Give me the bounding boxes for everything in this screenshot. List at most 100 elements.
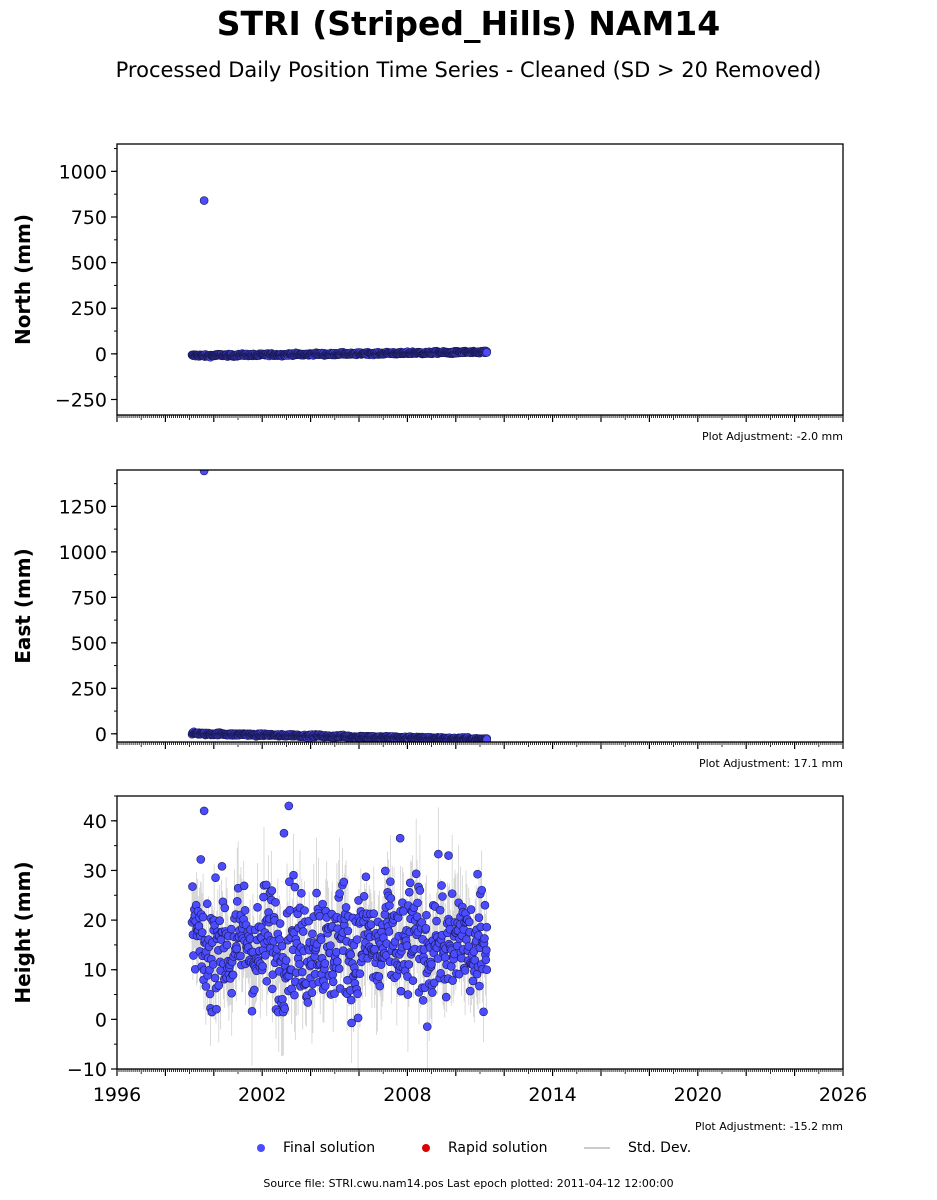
data-point — [386, 893, 396, 903]
data-point — [211, 873, 220, 882]
data-point — [474, 913, 484, 922]
data-point — [300, 906, 309, 915]
data-point — [465, 986, 475, 996]
panel-1: −250 0 250 500 750 1000 North (mm) Plot Adjustm… — [11, 143, 844, 443]
x-tick-label: 2008 — [383, 1084, 431, 1106]
data-point — [464, 917, 474, 927]
y-tick-label: −10 — [67, 1059, 107, 1081]
data-point — [422, 1022, 432, 1031]
data-point — [198, 912, 208, 922]
data-point — [359, 891, 369, 901]
data-point — [220, 903, 230, 913]
data-point — [428, 988, 437, 997]
data-point — [346, 995, 356, 1005]
data-point — [435, 905, 445, 915]
y-tick-label: 30 — [83, 860, 107, 882]
data-point — [385, 901, 394, 910]
data-point — [446, 962, 456, 971]
data-point — [232, 897, 242, 906]
data-point — [346, 950, 355, 959]
data-point — [380, 866, 390, 876]
data-point — [236, 951, 245, 961]
data-point — [258, 961, 267, 971]
data-point — [205, 989, 215, 999]
data-point — [404, 887, 414, 897]
outlier-point — [284, 801, 294, 811]
data-point — [334, 964, 344, 973]
data-point — [259, 892, 268, 902]
y-axis-label: East (mm) — [11, 548, 35, 664]
data-point — [321, 981, 330, 991]
data-point — [370, 944, 379, 954]
data-point — [222, 940, 232, 950]
y-tick-label: −250 — [55, 389, 107, 411]
x-tick-label: 2020 — [674, 1084, 722, 1106]
std-dev-line-sample — [584, 1147, 610, 1149]
data-point — [374, 972, 384, 981]
data-point — [188, 882, 197, 891]
data-point — [262, 976, 272, 986]
legend-label-stddev: Std. Dev. — [628, 1140, 692, 1156]
chart-subtitle: Processed Daily Position Time Series - C… — [115, 58, 822, 82]
data-point — [448, 976, 457, 985]
data-point — [275, 919, 285, 928]
data-point — [217, 861, 227, 871]
y-tick-label: 500 — [71, 253, 107, 275]
data-point — [212, 1004, 221, 1014]
y-axis-label: Height (mm) — [11, 861, 35, 1003]
data-point — [214, 981, 224, 990]
data-point — [482, 945, 491, 955]
data-point — [411, 869, 421, 879]
data-layer — [187, 801, 492, 1069]
data-point — [297, 888, 306, 898]
chart-title: STRI (Striped_Hills) NAM14 — [216, 4, 721, 43]
final-solution-marker — [257, 1144, 265, 1152]
data-point — [441, 992, 451, 1002]
y-axis-label: North (mm) — [11, 214, 35, 345]
data-point — [278, 994, 287, 1004]
data-point — [249, 985, 259, 995]
data-point — [202, 899, 212, 909]
data-point — [197, 928, 207, 937]
data-point — [281, 956, 291, 965]
data-point — [437, 881, 446, 890]
axes-frame — [116, 469, 844, 743]
data-point — [189, 951, 198, 960]
data-point — [369, 909, 379, 918]
data-point — [468, 976, 478, 986]
data-point — [396, 986, 406, 996]
data-point — [413, 898, 422, 908]
data-point — [434, 849, 443, 859]
y-tick-label: 500 — [71, 633, 107, 655]
outlier-point — [444, 851, 453, 860]
data-point — [412, 912, 422, 921]
y-tick-label: 1000 — [59, 161, 107, 183]
y-tick-label: 10 — [83, 960, 107, 982]
y-tick-label: 1000 — [59, 542, 107, 564]
data-point — [481, 955, 491, 965]
data-point — [479, 1007, 488, 1017]
x-tick-label: 2026 — [819, 1084, 867, 1106]
plot-adjustment-note: Plot Adjustment: -15.2 mm — [695, 1120, 843, 1133]
data-point — [352, 935, 362, 944]
data-point — [339, 877, 349, 887]
data-point — [245, 934, 255, 943]
data-point — [285, 905, 295, 915]
data-point — [271, 898, 280, 907]
data-point — [333, 957, 342, 966]
data-point — [303, 998, 313, 1007]
data-point — [307, 988, 317, 997]
data-point — [482, 922, 492, 932]
data-point — [261, 950, 270, 960]
data-point — [308, 929, 317, 939]
data-point — [417, 918, 427, 927]
data-point — [343, 975, 352, 985]
y-tick-label: 250 — [71, 678, 107, 700]
outlier-point — [395, 833, 405, 843]
x-tick-label: 1996 — [93, 1084, 141, 1106]
data-point — [320, 959, 330, 968]
y-tick-label: 0 — [95, 344, 107, 366]
data-point — [464, 942, 474, 951]
data-point — [332, 947, 341, 957]
data-point — [380, 910, 390, 919]
